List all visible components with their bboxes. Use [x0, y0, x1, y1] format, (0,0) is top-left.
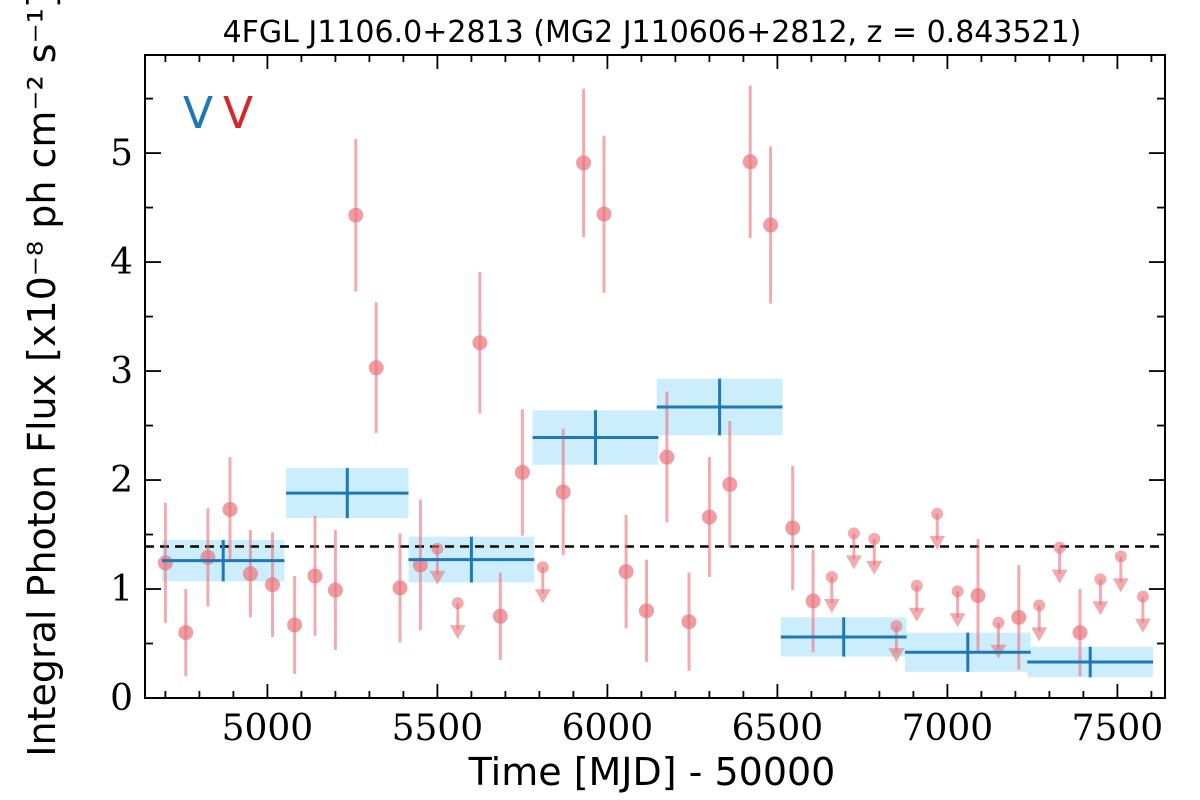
short-bin-point-10	[368, 360, 384, 376]
short-bin-point-31	[805, 593, 821, 609]
x-tick-label-1: 5500	[392, 708, 484, 749]
legend: V V	[183, 88, 253, 139]
short-bin-point-1	[178, 625, 194, 641]
upper-limit-arrow-32	[823, 599, 840, 614]
short-bin-point-3	[222, 501, 238, 517]
short-bin-point-6	[287, 617, 303, 633]
upper-limit-point-37	[931, 507, 944, 520]
upper-limit-point-46	[1114, 550, 1127, 563]
y-tick-label-5: 5	[110, 133, 133, 174]
short-bin-point-22	[618, 564, 634, 580]
upper-limit-point-33	[847, 527, 860, 540]
upper-limit-arrow-45	[1092, 601, 1109, 616]
x-axis-label: Time [MJD] - 50000	[468, 750, 836, 794]
short-bin-point-44	[1072, 625, 1088, 641]
upper-limit-arrow-47	[1134, 618, 1151, 633]
y-tick-label-3: 3	[110, 351, 133, 392]
upper-limit-arrow-14	[449, 625, 466, 640]
upper-limit-point-36	[910, 579, 923, 592]
x-tick-label-0: 5000	[222, 708, 314, 749]
short-bin-point-12	[412, 557, 428, 573]
x-tick-label-2: 6000	[562, 708, 654, 749]
upper-limit-point-13	[431, 542, 444, 555]
short-bin-point-11	[392, 580, 408, 596]
short-bin-point-7	[307, 568, 323, 584]
x-tick-label-3: 6500	[732, 708, 824, 749]
short-bin-point-21	[596, 206, 612, 222]
upper-limit-arrow-38	[949, 613, 966, 628]
short-bin-point-2	[200, 549, 216, 565]
upper-limit-point-35	[890, 620, 903, 633]
upper-limit-arrow-13	[429, 570, 446, 585]
short-bin-point-19	[555, 484, 571, 500]
upper-limit-arrow-42	[1031, 627, 1048, 642]
upper-limit-point-42	[1033, 599, 1046, 612]
y-axis-label: Integral Photon Flux [x10⁻⁸ ph cm⁻² s⁻¹]	[20, 0, 64, 757]
upper-limit-arrow-33	[845, 555, 862, 570]
upper-limit-arrow-35	[888, 648, 905, 663]
y-tick-label-0: 0	[110, 678, 133, 719]
short-bin-point-16	[492, 608, 508, 624]
plot-area: 5000 5500 6000 6500 7000 7500 0 1 2 3 4 5	[110, 54, 1166, 749]
short-bin-point-8	[327, 582, 343, 598]
upper-limit-point-14	[451, 597, 464, 610]
y-tick-label-2: 2	[110, 460, 133, 501]
short-bin-point-26	[701, 509, 717, 525]
upper-limit-point-45	[1094, 573, 1107, 586]
y-tick-label-4: 4	[110, 242, 133, 283]
short-bin-point-5	[265, 577, 280, 593]
short-bin-point-15	[472, 335, 488, 351]
short-bin-point-0	[157, 555, 173, 571]
upper-limit-point-32	[825, 571, 838, 584]
x-tick-label-5: 7500	[1072, 708, 1164, 749]
upper-limit-arrow-18	[534, 589, 551, 604]
short-bin-point-4	[242, 566, 258, 582]
legend-marker-long: V	[183, 88, 213, 139]
short-bin-point-17	[514, 464, 530, 480]
short-bin-point-23	[639, 603, 654, 619]
short-bin-point-24	[659, 449, 675, 465]
upper-limit-arrow-34	[866, 560, 883, 575]
upper-limit-point-43	[1053, 541, 1066, 554]
upper-limit-arrow-37	[929, 535, 946, 550]
upper-limit-arrow-43	[1051, 569, 1068, 584]
upper-limit-point-34	[868, 532, 881, 545]
upper-limit-arrow-46	[1112, 578, 1129, 593]
short-bin-point-25	[681, 614, 697, 630]
short-bin-point-28	[742, 154, 758, 170]
short-bin-point-27	[722, 476, 738, 492]
upper-limit-point-47	[1136, 590, 1149, 603]
y-tick-label-1: 1	[110, 569, 133, 610]
short-bin-point-39	[970, 588, 986, 604]
upper-limit-point-38	[951, 585, 964, 598]
upper-limit-point-18	[536, 561, 549, 574]
legend-marker-short: V	[223, 88, 253, 139]
short-bin-point-29	[763, 217, 779, 233]
plot-frame	[144, 54, 1166, 699]
short-bin-point-30	[785, 520, 801, 536]
x-tick-label-4: 7000	[902, 708, 994, 749]
short-bin-point-41	[1011, 609, 1027, 625]
short-bin-point-20	[576, 155, 592, 171]
short-bin-point-9	[348, 207, 364, 223]
chart-title: 4FGL J1106.0+2813 (MG2 J110606+2812, z =…	[223, 15, 1082, 50]
upper-limit-point-40	[992, 616, 1005, 629]
upper-limit-arrow-36	[908, 607, 925, 622]
